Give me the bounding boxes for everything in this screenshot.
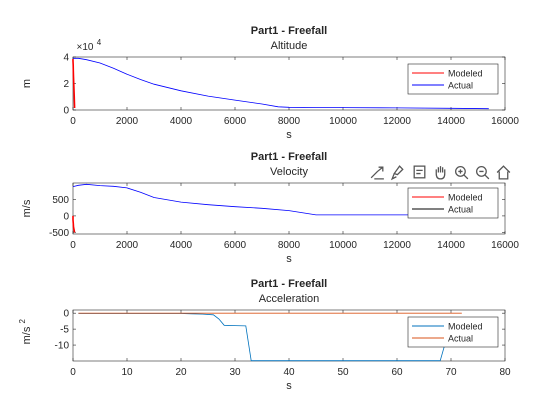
legend-box: [407, 316, 499, 348]
y-axis-label: m/s: [21, 326, 33, 344]
x-axis-label: s: [286, 253, 292, 265]
x-tick-label: 40: [283, 367, 295, 378]
x-tick-label: 6000: [224, 240, 247, 251]
chart-subtitle: Altitude: [271, 40, 308, 52]
axes-toolbar: [367, 160, 513, 184]
x-tick-label: 12000: [383, 116, 411, 127]
x-tick-label: 20: [175, 367, 187, 378]
x-tick-label: 6000: [224, 116, 247, 127]
y-tick-label: 2: [63, 79, 69, 90]
y-tick-label: 0: [63, 106, 69, 117]
x-tick-label: 8000: [278, 116, 301, 127]
legend-label: Actual: [448, 81, 473, 91]
x-tick-label: 16000: [491, 240, 519, 251]
y-tick-label: 4: [63, 53, 69, 64]
x-tick-label: 14000: [437, 116, 465, 127]
chart-2: [72, 309, 506, 362]
x-tick-label: 0: [70, 240, 76, 251]
legend-label: Actual: [448, 205, 473, 215]
y-axis-label: m/s: [21, 199, 33, 217]
home-icon[interactable]: [493, 162, 513, 182]
y-tick-label: -500: [49, 228, 69, 239]
y-axis-label-superscript: 2: [18, 319, 27, 324]
x-axis-label: s: [286, 129, 292, 141]
y-tick-label: -10: [55, 341, 70, 352]
x-axis-label: s: [286, 380, 292, 392]
legend-label: Modeled: [448, 322, 483, 332]
y-tick-label: 500: [52, 195, 69, 206]
chart-subtitle: Velocity: [270, 166, 308, 178]
x-tick-label: 30: [229, 367, 241, 378]
series-line-0: [72, 215, 76, 233]
chart-title: Part1 - Freefall: [251, 151, 327, 163]
y-tick-label: 0: [63, 211, 69, 222]
x-tick-label: 14000: [437, 240, 465, 251]
brush-icon[interactable]: [388, 162, 408, 182]
y-tick-label: -5: [60, 325, 69, 336]
series-line-2: [72, 183, 489, 216]
x-tick-label: 0: [70, 116, 76, 127]
x-tick-label: 2000: [116, 116, 139, 127]
chart-0: [72, 56, 506, 111]
x-tick-label: 0: [70, 367, 76, 378]
zoom-in-icon[interactable]: [451, 162, 471, 182]
y-exponent: 4: [97, 38, 102, 47]
legend-label: Modeled: [448, 193, 483, 203]
data-tip-icon[interactable]: [409, 162, 429, 182]
x-tick-label: 50: [337, 367, 349, 378]
legend-label: Modeled: [448, 69, 483, 79]
legend-box: [407, 187, 499, 219]
x-tick-label: 4000: [170, 116, 193, 127]
chart-title: Part1 - Freefall: [251, 278, 327, 290]
x-tick-label: 10: [121, 367, 133, 378]
y-exponent-label: ×10: [77, 42, 94, 53]
x-tick-label: 70: [445, 367, 457, 378]
x-tick-label: 10000: [329, 116, 357, 127]
pan-hand-icon[interactable]: [430, 162, 450, 182]
x-tick-label: 16000: [491, 116, 519, 127]
y-tick-label: 0: [63, 309, 69, 320]
legend-label: Actual: [448, 334, 473, 344]
y-axis-label: m: [21, 79, 33, 88]
legend-box: [407, 63, 499, 95]
x-tick-label: 60: [391, 367, 403, 378]
zoom-out-icon[interactable]: [472, 162, 492, 182]
chart-subtitle: Acceleration: [259, 293, 320, 305]
x-tick-label: 12000: [383, 240, 411, 251]
x-tick-label: 10000: [329, 240, 357, 251]
series-line-0: [72, 59, 76, 109]
x-tick-label: 4000: [170, 240, 193, 251]
export-icon[interactable]: [367, 162, 387, 182]
chart-title: Part1 - Freefall: [251, 25, 327, 37]
x-tick-label: 8000: [278, 240, 301, 251]
series-line-1: [73, 57, 489, 110]
chart-1: [72, 182, 506, 235]
x-tick-label: 2000: [116, 240, 139, 251]
x-tick-label: 80: [499, 367, 511, 378]
